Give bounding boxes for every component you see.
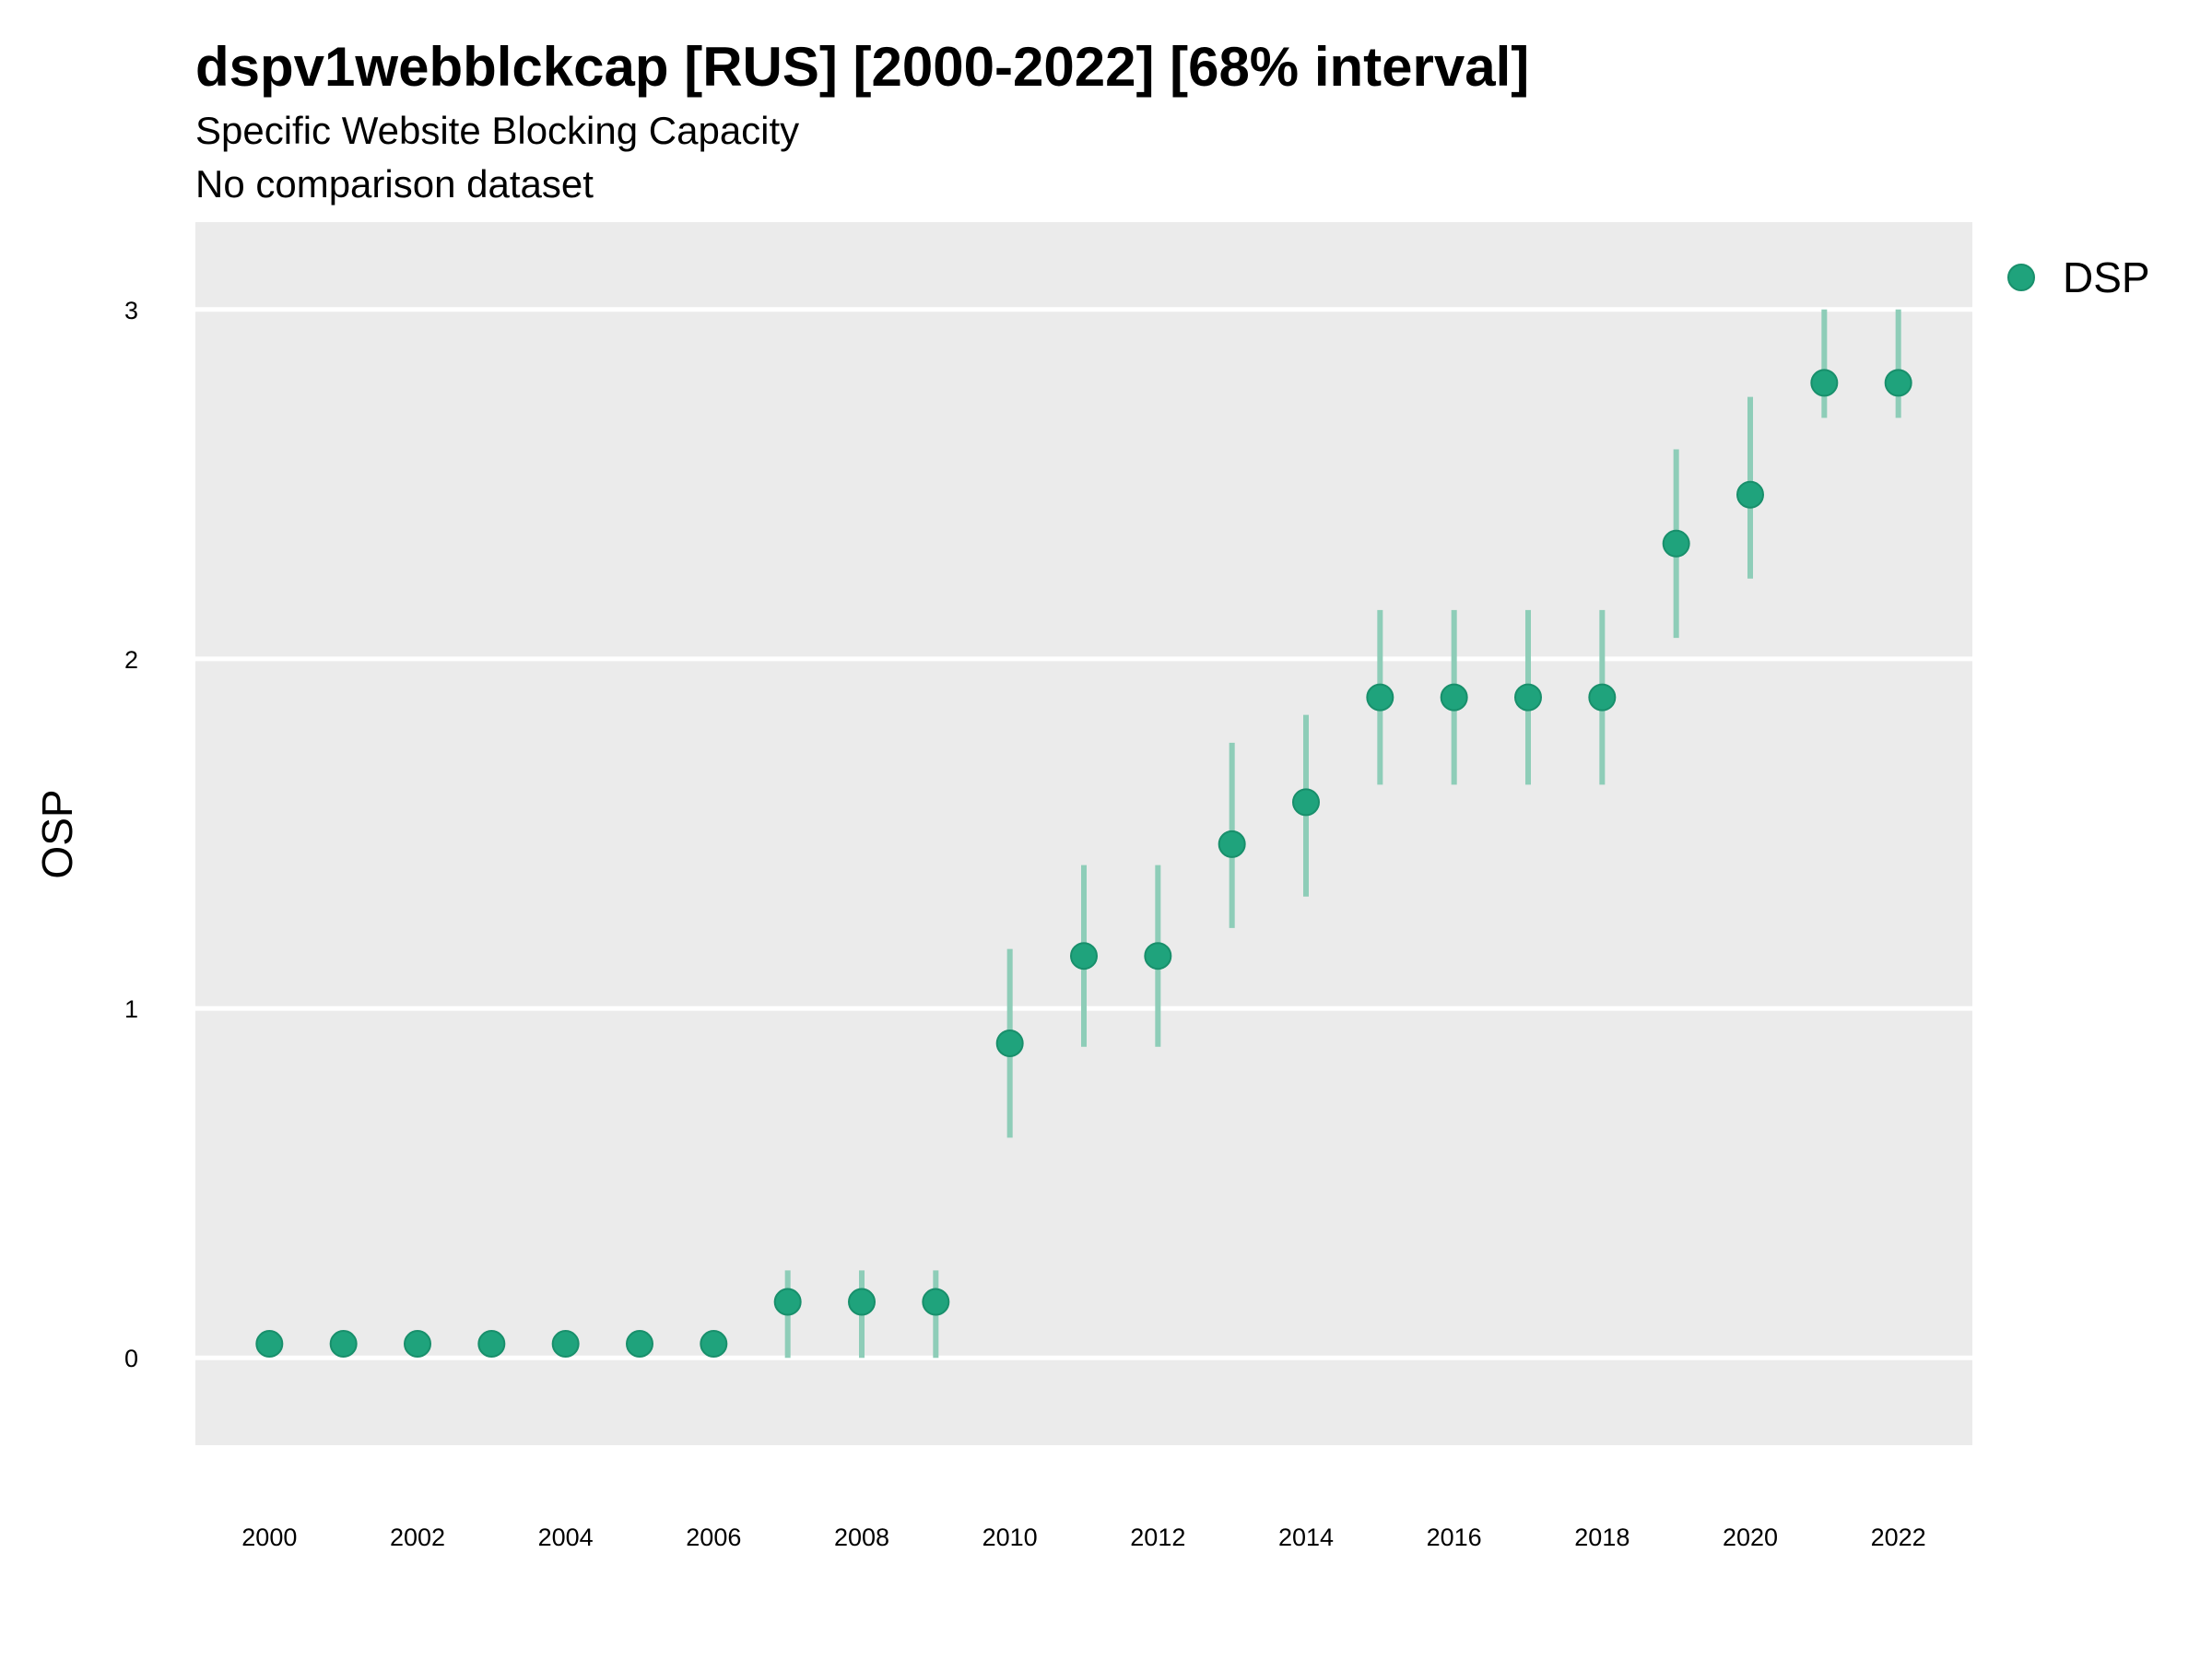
x-tick-label: 2004 [538,1524,594,1551]
data-point [1884,369,1912,397]
data-point [1514,683,1542,712]
y-tick-label: 2 [124,646,138,674]
plot-panel [195,222,1972,1445]
data-point [255,1330,284,1359]
data-point [1070,942,1098,971]
y-tick-label: 3 [124,297,138,324]
y-tick-label: 0 [124,1345,138,1372]
data-point [477,1330,506,1359]
data-point [1736,480,1764,509]
data-point [922,1288,950,1316]
data-point [1588,683,1617,712]
data-point [700,1330,728,1359]
data-point [1144,942,1172,971]
x-tick-label: 2010 [982,1524,1038,1551]
data-point [995,1029,1024,1057]
x-tick-label: 2008 [834,1524,889,1551]
data-point [1292,788,1320,817]
x-tick-label: 2014 [1278,1524,1334,1551]
y-axis-ticks: 0 1 2 3 [124,297,138,1372]
x-tick-label: 2006 [686,1524,741,1551]
gridlines [195,307,1972,1360]
x-tick-label: 2022 [1871,1524,1926,1551]
y-tick-label: 1 [124,995,138,1023]
x-tick-label: 2012 [1130,1524,1185,1551]
x-tick-label: 2018 [1574,1524,1630,1551]
x-axis-ticks: 2000 2002 2004 2006 2008 2010 2012 2014 2016 2018… [241,1524,1925,1551]
data-point [551,1330,580,1359]
legend: DSP [2007,253,2150,301]
data-point [1810,369,1839,397]
data-point [1366,683,1394,712]
data-point [1662,529,1690,558]
chart-title: dspv1webblckcap [RUS] [2000-2022] [68% i… [195,36,1529,98]
y-axis-title: OSP [33,789,81,878]
data-point [404,1330,431,1359]
data-points [255,369,1912,1359]
data-point [626,1330,653,1359]
chart-subtitle: Specific Website Blocking Capacity [195,109,799,152]
data-point [329,1330,358,1359]
legend-label-dsp: DSP [2063,253,2150,301]
x-tick-label: 2000 [241,1524,297,1551]
x-tick-label: 2002 [390,1524,445,1551]
data-point [773,1288,802,1316]
data-point [1218,830,1246,858]
chart-caption: No comparison dataset [195,162,594,206]
x-tick-label: 2020 [1723,1524,1778,1551]
legend-swatch-dsp [2007,264,2035,291]
x-tick-label: 2016 [1427,1524,1482,1551]
data-point [848,1288,876,1316]
data-point [1440,683,1468,712]
